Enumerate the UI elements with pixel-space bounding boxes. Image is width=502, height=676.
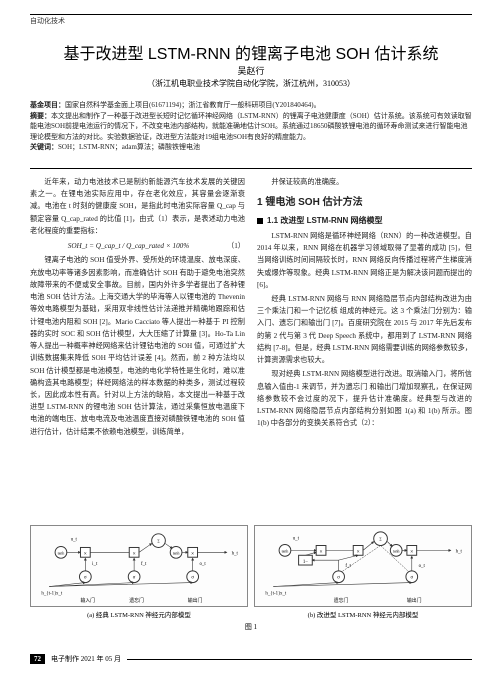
svg-text:f_t: f_t (345, 564, 351, 569)
svg-text:输入门: 输入门 (80, 597, 95, 604)
svg-text:h_{t-1}: h_{t-1} (265, 591, 280, 596)
svg-text:σ: σ (410, 576, 413, 581)
page-number: 72 (30, 654, 45, 664)
formula-text: SOH_t = Q_cap_t / Q_cap_rated × 100% (68, 242, 190, 250)
meta-block: 基金项目：国家自然科学基金面上项目(61671194)；浙江省教育厅一般科研项目… (30, 100, 472, 153)
svg-text:×: × (132, 551, 135, 557)
footer: 72 电子制作 2021 年 05 月 (30, 654, 472, 664)
abstract-line: 摘要：本文提出和制作了一种基于改进型长短时记忆循环神经网络（LSTM-RNN）的… (30, 111, 472, 143)
body-para: 经典 LSTM-RNN 网络与 RNN 网络隐层节点内部结构改进为由三个乘法门和… (257, 293, 472, 366)
svg-text:σ: σ (84, 576, 87, 581)
svg-text:×: × (410, 549, 413, 555)
svg-text:遗忘门: 遗忘门 (129, 597, 144, 604)
svg-text:×: × (356, 549, 359, 555)
top-rule (30, 14, 472, 15)
svg-text:u_t: u_t (71, 538, 78, 543)
body-para: 现对经典 LSTM-RNN 网络模型进行改进。取消输入门，将所信息输入值由-1 … (257, 368, 472, 429)
section-heading-1-1: 1.1 改进型 LSTM-RNN 网络模型 (257, 214, 472, 228)
author: 吴赵行 (0, 64, 502, 77)
svg-text:σ: σ (133, 576, 136, 581)
figure-caption: 图 1 (30, 622, 472, 632)
svg-text:×: × (84, 551, 87, 557)
svg-text:tanh: tanh (173, 551, 180, 555)
svg-text:u_t: u_t (293, 537, 300, 542)
figure-panel-b: h_{t-1} x_t 遗忘门 输出门 σ σ 1− × × (254, 525, 472, 619)
body-para: 近年来，动力电池技术已是制约新能源汽车技术发展的关键因素之一。在锂电池实际应用中… (30, 176, 245, 237)
abstract-text: 本文提出和制作了一种基于改进型长短时记忆循环神经网络（LSTM-RNN）的锂离子… (30, 112, 472, 141)
figure-1: h_{t-1} x_t 输入门 遗忘门 输出门 σ σ σ × × (30, 525, 472, 632)
formula-num: （1） (227, 240, 245, 252)
affiliation: （浙江机电职业技术学院自动化学院，浙江杭州，310053） (0, 78, 502, 89)
publication-info: 电子制作 2021 年 05 月 (51, 654, 121, 664)
svg-text:f_t: f_t (141, 562, 147, 567)
svg-text:x_t: x_t (56, 591, 63, 596)
svg-text:σ: σ (337, 576, 340, 581)
fund-line: 基金项目：国家自然科学基金面上项目(61671194)；浙江省教育厅一般科研项目… (30, 100, 472, 111)
svg-text:tanh: tanh (58, 551, 65, 555)
heading-text: 1.1 改进型 LSTM-RNN 网络模型 (267, 214, 383, 228)
svg-text:×: × (319, 549, 322, 555)
svg-text:x_t: x_t (280, 591, 287, 596)
keywords-label: 关键词： (30, 143, 58, 151)
panel-b-caption: (b) 改进型 LSTM-RNN 神经元内部模型 (254, 609, 472, 619)
fund-label: 基金项目： (30, 101, 65, 109)
square-bullet-icon (257, 218, 263, 224)
svg-text:h_{t-1}: h_{t-1} (41, 591, 56, 596)
svg-text:×: × (191, 551, 194, 557)
svg-text:h_t: h_t (232, 551, 239, 556)
svg-text:i_t: i_t (92, 562, 98, 567)
abstract-label: 摘要： (30, 112, 51, 120)
meta-divider (30, 168, 472, 169)
svg-text:输出门: 输出门 (188, 597, 203, 604)
section-heading-1: 1 锂电池 SOH 估计方法 (257, 194, 472, 211)
body-para: 并保证较高的准确度。 (257, 176, 472, 188)
svg-text:tanh: tanh (393, 549, 400, 553)
svg-text:输出门: 输出门 (407, 597, 422, 604)
svg-text:h_t: h_t (456, 549, 463, 554)
panel-a-caption: (a) 经典 LSTM-RNN 神经元内部模型 (30, 609, 248, 619)
lstm-improved-diagram: h_{t-1} x_t 遗忘门 输出门 σ σ 1− × × (255, 526, 471, 606)
svg-text:σ: σ (191, 576, 194, 581)
formula-1: SOH_t = Q_cap_t / Q_cap_rated × 100% （1） (30, 240, 245, 252)
svg-text:tanh: tanh (282, 549, 289, 553)
svg-text:遗忘门: 遗忘门 (334, 597, 349, 604)
keywords-text: SOH；LSTM-RNN；adam算法；磷酸铁锂电池 (58, 143, 200, 151)
figure-panel-a: h_{t-1} x_t 输入门 遗忘门 输出门 σ σ σ × × (30, 525, 248, 619)
svg-text:o_t: o_t (419, 564, 426, 569)
footer-rule (127, 659, 472, 660)
body-para: LSTM-RNN 网络是循环神经网络（RNN）的一种改进模型。自 2014 年以… (257, 230, 472, 291)
svg-text:1−: 1− (303, 560, 308, 565)
svg-text:o_t: o_t (199, 562, 206, 567)
section-label: 自动化技术 (30, 16, 65, 26)
lstm-classic-diagram: h_{t-1} x_t 输入门 遗忘门 输出门 σ σ σ × × (31, 526, 247, 606)
keywords-line: 关键词：SOH；LSTM-RNN；adam算法；磷酸铁锂电池 (30, 142, 472, 153)
body-para: 锂离子电池的 SOH 值受外界、受所处的环境温度、放电深度、充放电功率等诸多因素… (30, 254, 245, 438)
fund-text: 国家自然科学基金面上项目(61671194)；浙江省教育厅一般科研项目(Y201… (65, 101, 321, 109)
article-title: 基于改进型 LSTM-RNN 的锂离子电池 SOH 估计系统 (0, 40, 502, 64)
